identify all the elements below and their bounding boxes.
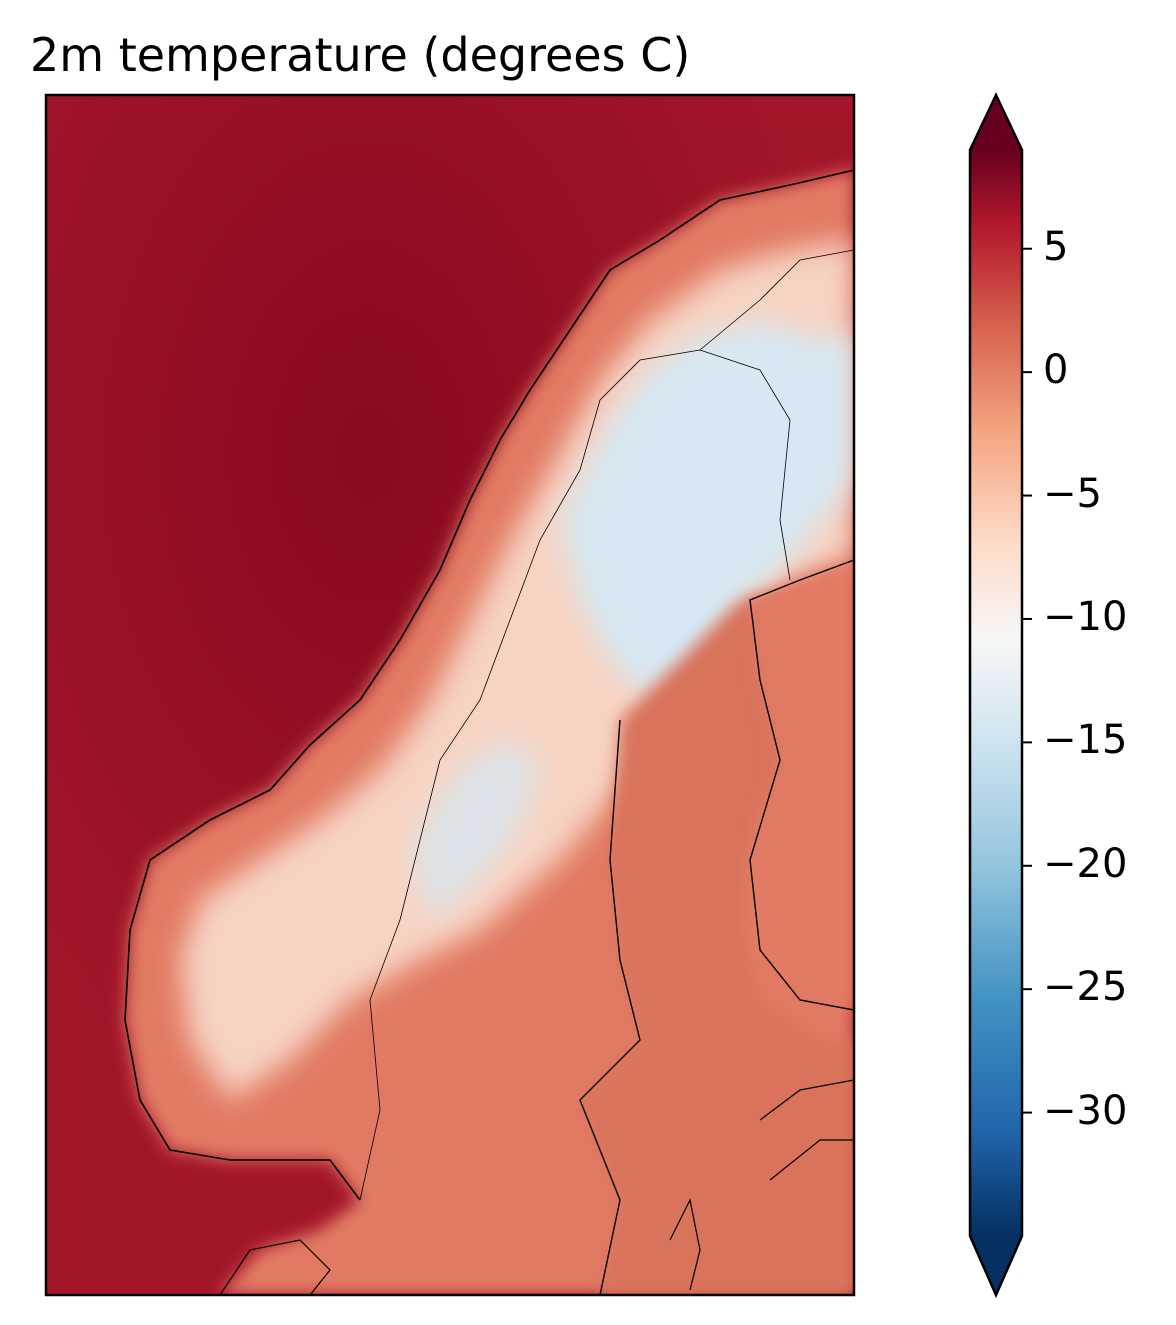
finland-coastline [749, 559, 854, 1011]
colorbar-tick-label: −5 [1043, 470, 1102, 517]
colorbar-tick-label: −15 [1043, 717, 1128, 764]
temperature-map [46, 95, 854, 1295]
figure-title: 2m temperature (degrees C) [30, 28, 691, 82]
norway-coastline [129, 169, 854, 931]
map-frame [44, 93, 856, 1297]
colorbar [968, 92, 1032, 1299]
norway-sweden-border [359, 349, 791, 1201]
land-cold-zone-south [410, 740, 540, 920]
gotland-coastline [669, 1198, 701, 1291]
colorbar-min-extension [970, 1236, 1022, 1295]
south-norway-coastline [124, 929, 361, 1201]
colorbar-tick-label: 5 [1043, 223, 1069, 270]
baltic-states-coastline [759, 1079, 854, 1181]
denmark-coastline [219, 1239, 331, 1295]
finland-land [750, 560, 854, 1010]
colorbar-tick-label: −10 [1043, 593, 1128, 640]
colorbar-tick-label: −25 [1043, 964, 1128, 1011]
colorbar-max-extension [970, 95, 1022, 150]
norway-finland-border [699, 249, 854, 351]
colorbar-ticks [1022, 247, 1032, 1114]
coastlines [124, 169, 854, 1295]
sweden-east-coastline [579, 719, 641, 1295]
colorbar-tick-label: −20 [1043, 840, 1128, 887]
colorbar-scale [970, 150, 1022, 1236]
colorbar-tick-label: 0 [1043, 347, 1069, 394]
colorbar-outline [968, 92, 1024, 1299]
colorbar-tick-label: −30 [1043, 1087, 1128, 1134]
land-cold-zone [560, 320, 854, 700]
